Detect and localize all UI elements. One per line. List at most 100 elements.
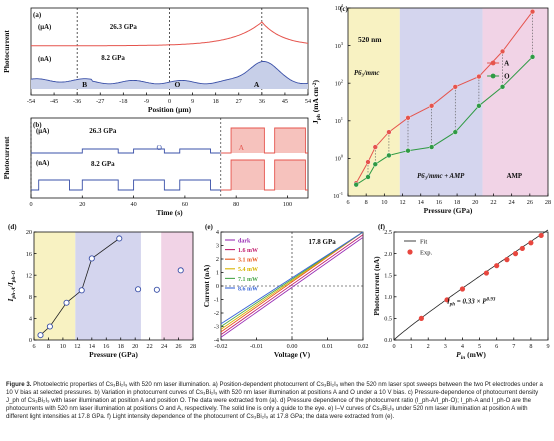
panel-c-series-O-point [372, 161, 378, 167]
panel-b-ylabel: Photocurrent [2, 136, 11, 179]
panel-e-legend-label: dark [238, 238, 251, 244]
panel-d-point [37, 332, 44, 339]
panel-a-lower-unit: (nA) [38, 56, 51, 63]
panel-b-frame [30, 117, 309, 199]
panel-c-series-O-point [529, 54, 536, 60]
panel-c-series-A-line [355, 11, 533, 184]
panel-d-x-tick-label: 20 [132, 343, 138, 350]
panel-f-legend-fit-label: Fit [420, 239, 427, 246]
panel-e-ylabel: Current (nA) [202, 264, 211, 307]
panel-f-legend-exp-marker [407, 249, 413, 255]
panel-e-iv-curve [220, 234, 364, 335]
panel-c-series-A-point [372, 144, 378, 150]
panel-a-letter: (a) [33, 11, 42, 19]
panel-a-lower-pressure: 8.2 GPa [101, 54, 125, 62]
panel-a-area-8gpa [31, 61, 308, 89]
panel-c-y-tick-exp: 2 [341, 78, 343, 83]
panel-d-point [153, 286, 160, 293]
panel-d-region-pink [161, 232, 193, 340]
panel-e-y-tick-label: 4 [216, 229, 219, 236]
panel-e-legend-label: 3.1 mW [238, 258, 258, 264]
panel-f-fit-line [393, 229, 549, 341]
panel-c-series-O-point [365, 174, 371, 180]
panel-d-point [46, 323, 53, 330]
panel-c-y-tick-label: 101 [335, 116, 343, 125]
panel-f-point [444, 297, 450, 303]
panel-c-x-tick-label: 8 [365, 199, 368, 206]
panel-d-x-tick-label: 8 [47, 343, 50, 350]
panel-a-x-tick-label: -54 [27, 98, 35, 105]
panel-b-upper-trace-A-pulse-fill [274, 128, 306, 153]
panel-a-upper-unit: (μA) [38, 24, 51, 31]
panel-c-region-pink [482, 8, 548, 196]
panel-f-point [538, 232, 544, 239]
panel-c-frame [347, 7, 549, 197]
panel-c-ylabel-main: J [311, 120, 320, 124]
panel-f-equation-mid: = 0.33 × P [455, 297, 487, 305]
panel-c-ylabel-sub: ph [316, 114, 322, 120]
panel-d-x-tick-label: 10 [60, 343, 66, 350]
panel-d-point [88, 255, 95, 262]
panel-a-upper-pressure: 26.3 GPa [110, 23, 138, 31]
panel-d-ylabel-sub1: ph-A [11, 287, 17, 300]
panel-f-letter: (f) [378, 223, 386, 231]
panel-c-y-tick-label: 102 [335, 78, 343, 87]
panel-f-y-tick-label: 2.5 [384, 229, 392, 236]
panel-f-xlabel-sub: in [461, 355, 466, 361]
panel-f-ylabel: Photocurrent (nA) [372, 256, 381, 316]
panel-b-upper-pressure: 26.3 GPa [89, 127, 117, 135]
panel-c-series-A-point [452, 84, 458, 90]
panel-c-series-A-point [476, 73, 482, 80]
panel-d-point [116, 235, 123, 242]
panel-c-x-tick-label: 10 [381, 199, 387, 206]
panel-d-x-tick-label: 16 [103, 343, 109, 350]
panel-b-label-O: O [157, 143, 163, 152]
panel-c-x-tick-label: 20 [472, 199, 478, 206]
panel-f-point [504, 257, 510, 263]
caption-label: Figure 3. [6, 381, 32, 388]
panel-c-x-tick-label: 6 [346, 199, 349, 206]
panel-e-x-tick-label: -0.01 [250, 343, 263, 350]
panel-f-x-tick-label: 5 [478, 343, 481, 350]
panel-d-x-tick-label: 22 [147, 343, 153, 350]
panel-d-x-tick-label: 6 [32, 343, 35, 350]
panel-b-x-tick-label: 40 [130, 201, 136, 208]
panel-c-series-A-point [529, 9, 536, 15]
panel-c-series-O-line [355, 56, 533, 186]
panel-c-y-tick-exp: 3 [341, 41, 344, 46]
panel-a-label-B: B [82, 80, 87, 89]
panel-e-x-tick-label: 0.00 [287, 343, 298, 350]
panel-d-y-tick-label: 20 [26, 229, 32, 236]
panel-f-point [418, 315, 424, 321]
panel-b-x-tick-label: 60 [182, 201, 188, 208]
panel-c-wavelength: 520 nm [358, 35, 382, 44]
panel-b-x-tick-label: 100 [283, 201, 292, 208]
panel-e-legend-label: 8.6 mW [238, 286, 258, 292]
panel-f-equation-sup: 0.93 [487, 297, 496, 302]
panel-e-y-tick-label: 3 [216, 243, 219, 250]
panel-a-x-tick-label: 36 [259, 98, 265, 105]
panel-c-y-tick-exp: 4 [341, 3, 344, 8]
panel-c-series-O-point [386, 152, 392, 159]
panel-a-curve-26gpa [31, 21, 309, 47]
panel-e-iv-curve [220, 231, 364, 325]
figure-caption: Figure 3. Photoelectric properties of Cs… [6, 381, 549, 421]
panel-c-ylabel-unit: (mA cm [311, 86, 320, 114]
panel-d-y-tick-label: 12 [26, 272, 32, 279]
panel-a-label-O: O [175, 80, 181, 89]
panel-b-upper-trace-O [31, 148, 221, 154]
panel-c-xlabel: Pressure (GPa) [424, 206, 473, 215]
panel-c-x-tick-label: 16 [436, 199, 442, 206]
panel-c-x-tick-label: 18 [454, 199, 460, 206]
panel-e-pressure: 17.8 GPa [309, 238, 337, 246]
panel-e-y-tick-label: 1 [216, 270, 219, 277]
panel-c-y-tick-exp: 0 [341, 154, 344, 159]
panel-c-ylabel-sup: -2 [312, 82, 318, 87]
panel-e-x-tick-label: 0.02 [358, 343, 369, 350]
panel-a-x-tick-label: -18 [119, 98, 127, 105]
panel-f-y-tick-label: 2.0 [384, 251, 392, 258]
panel-b-upper-unit: (μA) [36, 128, 49, 135]
panel-a-x-tick-label: -45 [50, 98, 58, 105]
panel-b-lower-trace-A [220, 159, 308, 191]
panel-f-y-tick-label: 0.0 [384, 337, 392, 344]
